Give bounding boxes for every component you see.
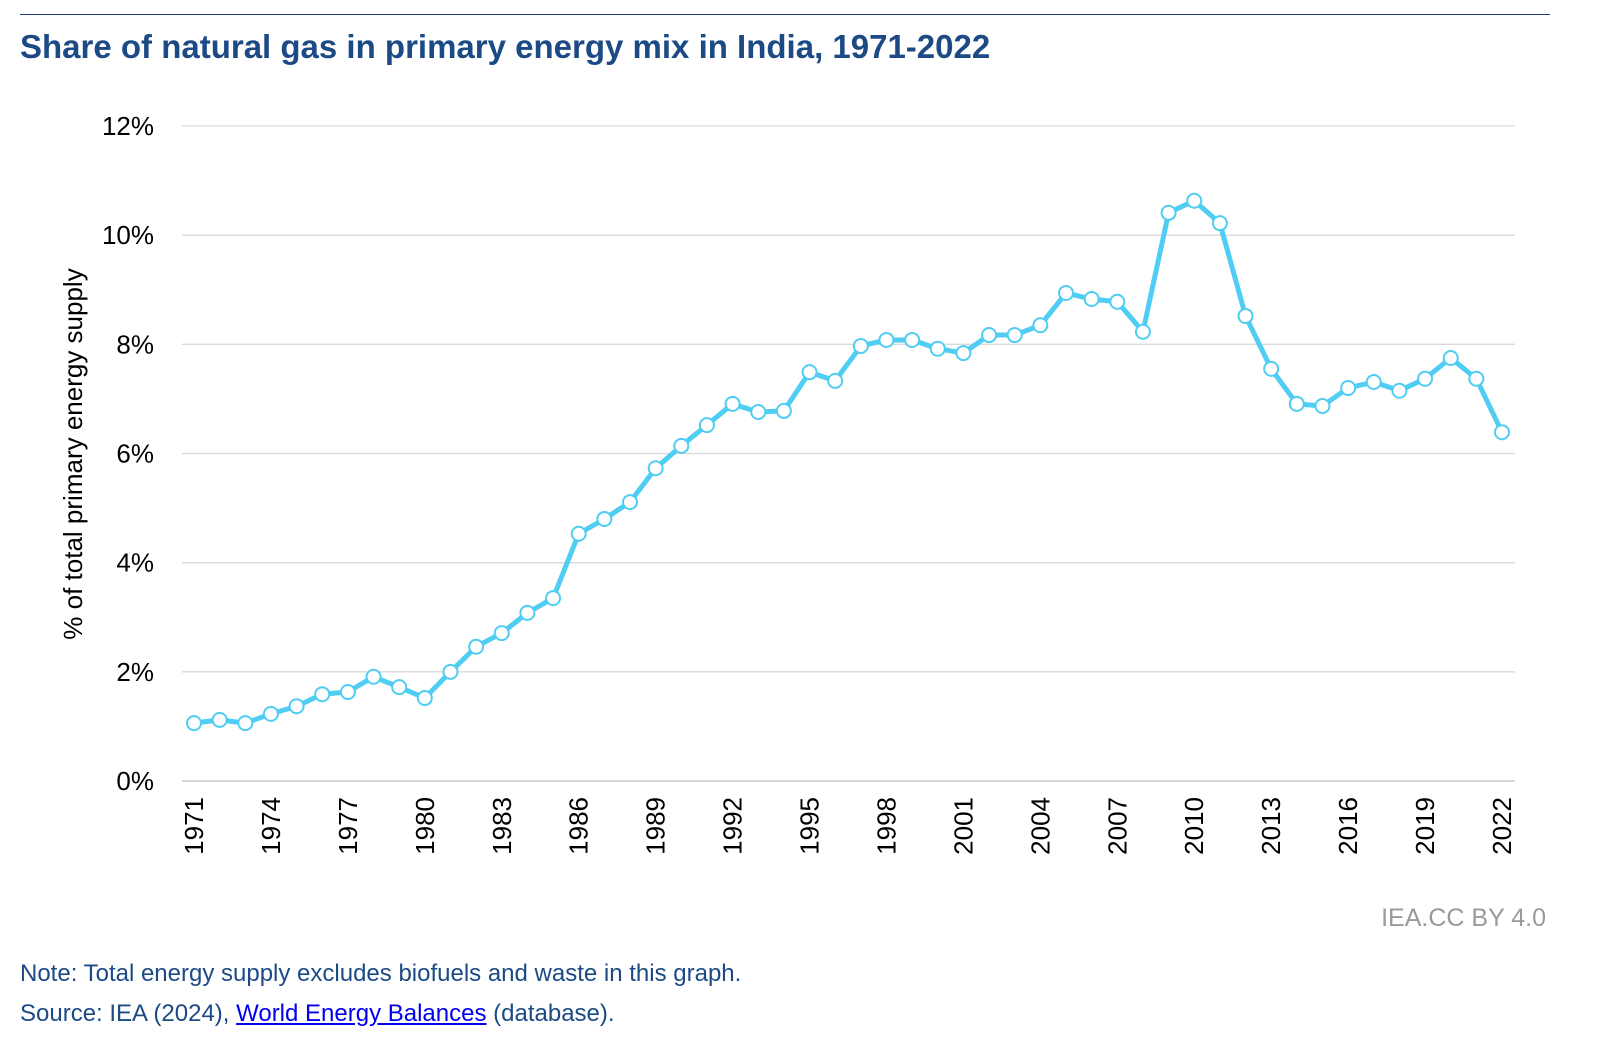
series-line	[193, 198, 1505, 726]
source-text: Source: IEA (2024), World Energy Balance…	[20, 1000, 615, 1028]
data-point	[288, 698, 305, 715]
data-point	[1288, 395, 1305, 412]
data-point	[852, 337, 869, 354]
source-link[interactable]: World Energy Balances	[236, 1000, 487, 1027]
data-point	[955, 345, 972, 362]
x-tick-label: 2022	[1487, 797, 1517, 855]
data-point	[775, 402, 792, 419]
data-point	[365, 668, 382, 685]
data-point	[750, 404, 767, 421]
data-point	[1160, 204, 1177, 221]
x-tick-label: 1995	[795, 797, 825, 855]
data-point	[493, 625, 510, 642]
data-point	[570, 525, 587, 542]
data-point	[596, 511, 613, 527]
data-point	[314, 686, 331, 703]
x-tick-label: 2007	[1102, 797, 1132, 855]
data-point	[622, 494, 638, 511]
source-prefix: Source: IEA (2024),	[20, 1000, 237, 1027]
x-tick-label: 2019	[1410, 797, 1440, 855]
data-point	[647, 460, 664, 477]
top-rule	[20, 14, 1550, 15]
x-tick-label: 1980	[410, 797, 440, 855]
source-suffix: (database).	[486, 1000, 615, 1027]
data-point	[442, 663, 459, 680]
y-axis-label: % of total primary energy supply	[58, 268, 88, 639]
data-point	[1211, 215, 1228, 232]
x-tick-label: 1998	[871, 797, 901, 855]
credit-label: IEA.CC BY 4.0	[1381, 904, 1546, 932]
data-point	[391, 679, 408, 696]
data-point	[186, 715, 202, 732]
data-point	[468, 638, 485, 655]
x-tick-label: 2001	[948, 797, 978, 855]
y-tick-label: 12%	[102, 111, 154, 141]
data-point	[904, 331, 921, 348]
data-point	[1032, 317, 1049, 334]
x-tick-label: 1977	[333, 797, 363, 855]
y-tick-label: 2%	[116, 657, 154, 687]
x-tick-label: 1992	[718, 797, 748, 855]
data-point	[237, 715, 254, 732]
data-point	[1109, 293, 1126, 310]
y-tick-label: 0%	[116, 766, 154, 796]
data-point	[211, 711, 228, 728]
data-point	[416, 690, 433, 707]
x-tick-label: 1989	[641, 797, 671, 855]
x-tick-label: 1986	[564, 797, 594, 855]
data-point	[1083, 291, 1100, 308]
y-tick-label: 6%	[116, 439, 154, 469]
data-point	[1442, 349, 1459, 366]
x-tick-label: 2013	[1256, 797, 1286, 855]
data-point	[801, 364, 818, 381]
data-point	[878, 331, 895, 348]
data-point	[1391, 382, 1408, 399]
x-tick-label: 1971	[179, 797, 209, 855]
data-point	[1006, 327, 1023, 344]
data-point	[698, 417, 715, 434]
y-tick-label: 10%	[102, 220, 154, 250]
data-point	[827, 372, 844, 389]
data-point	[1494, 424, 1510, 441]
data-point	[262, 705, 279, 722]
data-point	[1263, 360, 1280, 377]
data-point	[1468, 370, 1485, 387]
data-point	[1340, 380, 1357, 396]
data-point	[724, 395, 741, 412]
x-tick-label: 1983	[487, 797, 517, 855]
x-tick-label: 2004	[1025, 797, 1055, 855]
data-point	[1314, 398, 1331, 415]
data-point	[981, 327, 998, 344]
data-point	[339, 684, 356, 701]
chart-title: Share of natural gas in primary energy m…	[20, 28, 991, 65]
data-point	[673, 437, 690, 454]
data-point	[1365, 373, 1382, 390]
x-tick-label: 1974	[256, 797, 286, 855]
note-text: Note: Total energy supply excludes biofu…	[20, 960, 742, 987]
data-point	[545, 590, 562, 607]
x-tick-label: 2010	[1179, 797, 1209, 855]
data-point	[1237, 307, 1254, 324]
data-point	[929, 340, 946, 357]
data-point	[1134, 323, 1151, 340]
data-point	[1186, 192, 1203, 209]
y-tick-label: 8%	[116, 329, 154, 359]
data-point	[1058, 285, 1074, 302]
x-tick-label: 2016	[1333, 797, 1363, 855]
y-tick-label: 4%	[116, 548, 154, 578]
data-point	[1417, 370, 1434, 387]
data-point	[519, 604, 536, 621]
